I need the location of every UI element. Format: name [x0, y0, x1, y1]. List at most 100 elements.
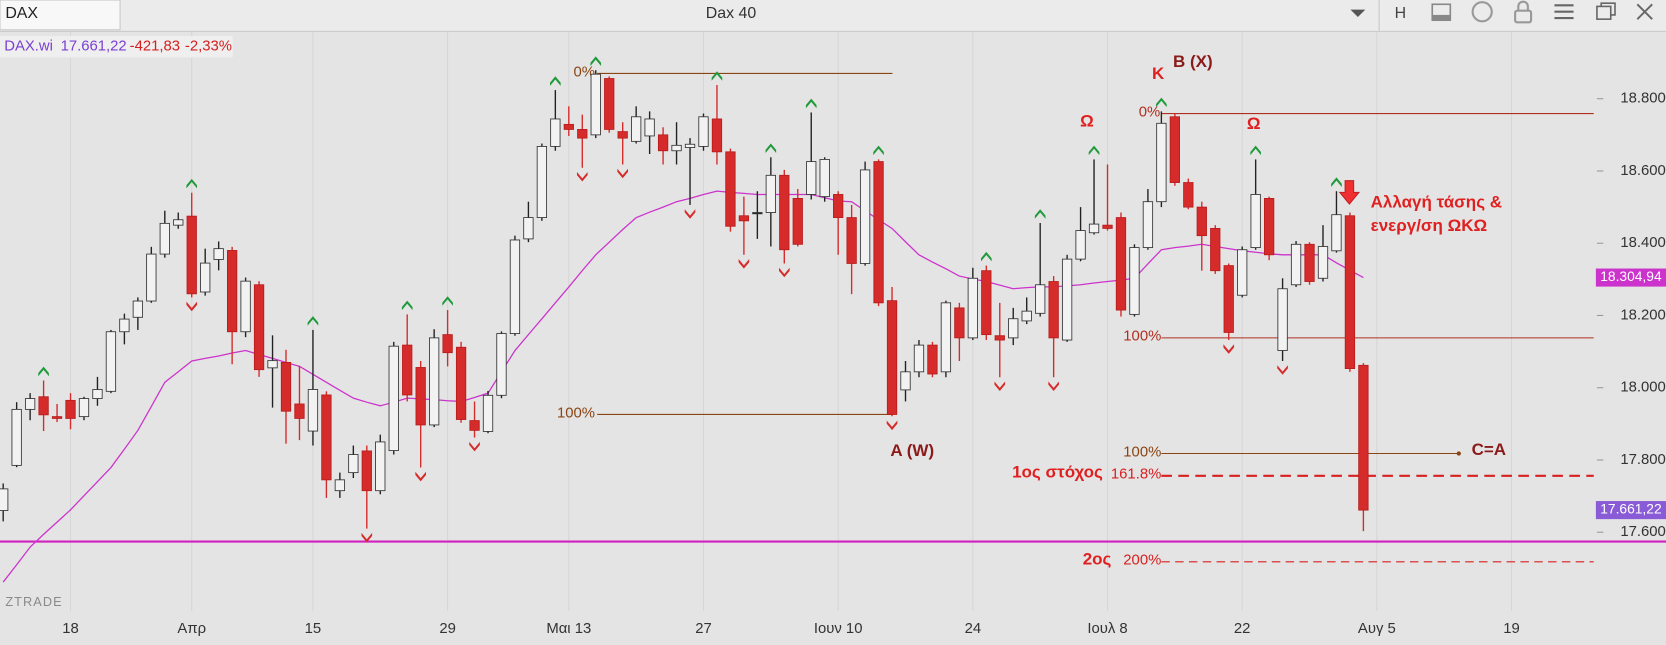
close-button[interactable]	[1636, 3, 1653, 20]
fractal-up	[550, 76, 561, 86]
dropdown-button[interactable]	[1350, 9, 1366, 18]
candle-body	[1237, 249, 1248, 296]
candle-body	[132, 300, 144, 318]
lock-button[interactable]	[1514, 9, 1533, 24]
price-label-box	[1595, 501, 1666, 520]
candle-body	[0, 488, 9, 511]
candle-body	[402, 344, 413, 396]
level-label: 0%	[1139, 104, 1160, 120]
restore-button[interactable]	[1596, 5, 1612, 20]
candle-body	[1183, 182, 1194, 208]
candle-body	[294, 403, 305, 419]
candle-body	[1358, 364, 1369, 511]
candle-body	[1210, 227, 1221, 272]
y-tick-label: 18.600	[1620, 163, 1665, 179]
candle-body	[859, 169, 871, 264]
candle-body	[1196, 206, 1207, 237]
candle-body	[92, 389, 103, 399]
level-label: 100%	[557, 405, 595, 421]
restore-button-part	[1600, 2, 1616, 16]
candle-body	[1169, 116, 1180, 183]
fractal-up	[765, 143, 777, 154]
x-tick-label: Αυγ 5	[1358, 621, 1396, 637]
candle-body	[1304, 243, 1315, 282]
comment-button[interactable]	[1471, 1, 1493, 23]
interval-button[interactable]: H	[1395, 5, 1407, 22]
menu-button[interactable]	[1554, 4, 1574, 20]
x-tick-label: 29	[439, 621, 456, 637]
candle-body	[577, 129, 588, 139]
quote-name: DAX.wi	[4, 39, 53, 55]
candle-body	[442, 334, 453, 354]
candle-body	[590, 73, 601, 136]
symbol-input[interactable]	[0, 0, 121, 31]
candle-body	[913, 344, 925, 373]
candle-body	[779, 174, 790, 251]
candle-body	[833, 194, 844, 219]
x-tick-label: 18	[62, 621, 79, 637]
candle-body	[994, 335, 1005, 341]
fractal-up	[1250, 145, 1261, 156]
wave-label: A (W)	[890, 441, 934, 460]
price-label: 18.304,94	[1600, 268, 1662, 284]
candle-body	[146, 253, 157, 302]
signal-arrow	[1338, 180, 1361, 205]
candle-body	[1156, 122, 1167, 203]
fractal-up	[38, 366, 49, 377]
candle-body	[927, 344, 938, 375]
candle-body	[186, 215, 197, 295]
candle-body	[11, 408, 22, 466]
y-tick-label: 18.400	[1620, 235, 1665, 251]
candle-body	[173, 219, 184, 226]
target-label: 2ος	[1083, 549, 1112, 568]
x-tick-label: Ιουν 10	[814, 621, 863, 637]
candle-body	[361, 450, 372, 492]
candle-body	[873, 161, 884, 304]
quote-price: 17.661,22	[61, 39, 127, 55]
candle-body	[1115, 217, 1127, 311]
candle-body	[657, 134, 669, 152]
wave-label: B (X)	[1173, 52, 1213, 71]
candle-body	[671, 144, 682, 152]
fractal-down	[186, 301, 198, 312]
candle-body	[617, 131, 628, 139]
candle-body	[738, 215, 750, 222]
candle-body	[550, 118, 561, 147]
x-tick-label: 15	[305, 621, 322, 637]
candle-body	[321, 394, 332, 481]
candle-body	[523, 217, 534, 240]
candle-body	[226, 250, 238, 333]
fractal-up	[805, 98, 817, 109]
x-tick-label: Απρ	[177, 621, 206, 637]
fractal-up	[1088, 145, 1100, 156]
candle-body	[1331, 214, 1342, 252]
candle-body	[38, 396, 49, 416]
candle-body	[725, 151, 736, 227]
fractal-down	[415, 471, 426, 482]
quote-change-pct: -2,33%	[185, 39, 232, 55]
candle-body	[711, 118, 723, 153]
candle-body	[267, 360, 278, 369]
fractal-down	[994, 381, 1006, 392]
candle-body	[1021, 310, 1032, 322]
candle-body	[644, 118, 655, 137]
candle-body	[105, 331, 117, 392]
candle-body	[307, 389, 319, 432]
quote-box	[0, 36, 233, 58]
watermark: ZTRADE	[5, 594, 62, 609]
candle-body	[1317, 246, 1329, 279]
candle-body	[846, 217, 857, 264]
fractal-up	[307, 316, 319, 326]
pattern-label: Ω	[1080, 112, 1094, 131]
symbol[interactable]: DAX	[5, 5, 38, 22]
candle-body	[469, 420, 480, 431]
x-tick-label: 27	[695, 621, 712, 637]
candle-body	[954, 307, 965, 339]
candle-body	[429, 337, 440, 426]
candle-body	[1008, 318, 1019, 339]
candle-body	[334, 479, 346, 492]
candle-body	[388, 345, 399, 452]
fractal-down	[1048, 381, 1059, 392]
pattern-label: Ω	[1247, 114, 1261, 133]
